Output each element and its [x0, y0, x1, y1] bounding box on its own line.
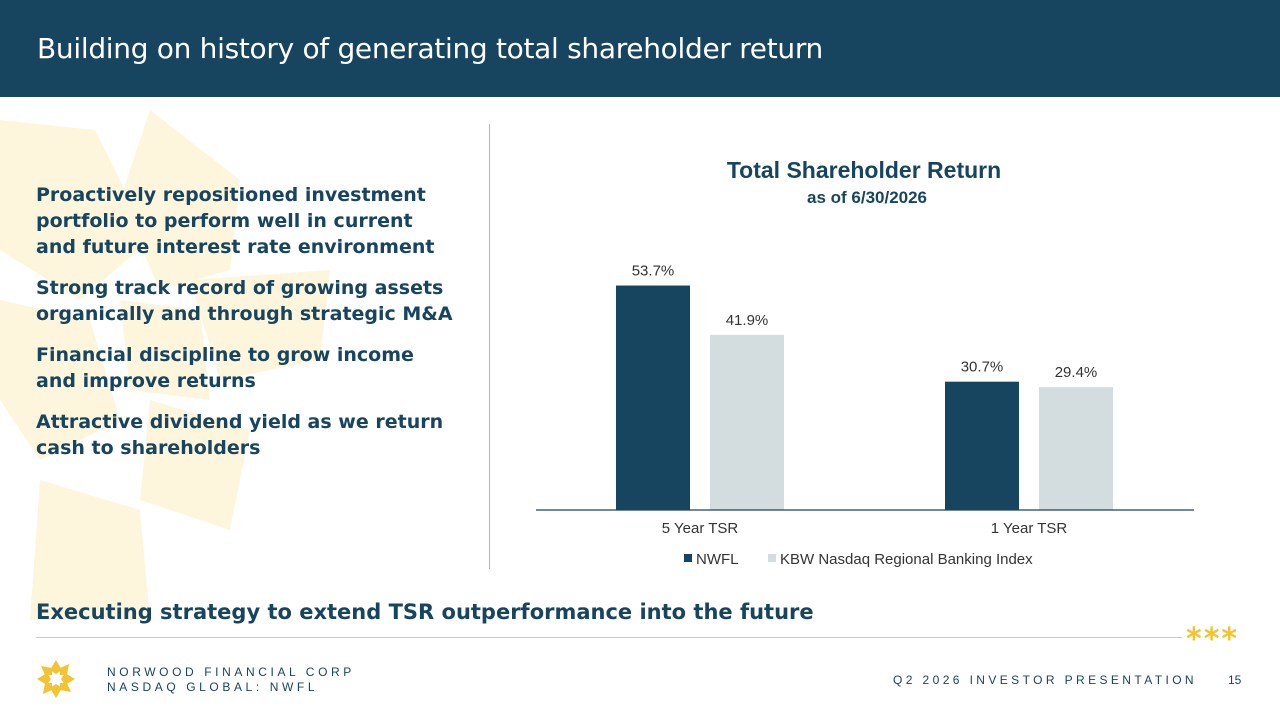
data-label: 29.4%	[1055, 364, 1098, 381]
page-number: 15	[1228, 673, 1242, 687]
background-logo-mark	[0, 110, 330, 620]
legend-swatch	[684, 554, 692, 562]
x-tick-label: 5 Year TSR	[662, 520, 739, 537]
data-label: 53.7%	[632, 263, 675, 280]
bar-nwfl	[945, 381, 1019, 510]
gold-divider-line	[36, 637, 1182, 638]
chart-title: Total Shareholder Return	[727, 157, 1001, 183]
bar-nwfl	[616, 285, 690, 510]
company-ticker: NASDAQ GLOBAL: NWFL	[107, 680, 319, 694]
company-logo-icon	[37, 660, 75, 698]
legend-label: KBW Nasdaq Regional Banking Index	[780, 551, 1033, 568]
company-name: NORWOOD FINANCIAL CORP	[107, 665, 355, 679]
x-tick-label: 1 Year TSR	[991, 520, 1068, 537]
bars-layer: 53.7% 41.9% 5 Year TSR 30.7% 29.4% 1 Year TSR	[616, 263, 1113, 537]
strategy-tagline: Executing strategy to extend TSR outperf…	[36, 600, 814, 624]
legend-swatch	[768, 554, 776, 562]
chart-legend: NWFL KBW Nasdaq Regional Banking Index	[684, 551, 1033, 568]
legend-label: NWFL	[696, 551, 739, 568]
header-bar: Building on history of generating total …	[0, 0, 1280, 97]
data-label: 41.9%	[726, 312, 769, 329]
vertical-divider	[489, 124, 490, 569]
bullet-item: Financial discipline to grow income and …	[36, 344, 414, 392]
data-label: 30.7%	[961, 359, 1004, 376]
tsr-bar-chart: Total Shareholder Return as of 6/30/2026…	[536, 157, 1194, 568]
bullet-item: Proactively repositioned investment port…	[36, 184, 435, 258]
presentation-label: Q2 2026 INVESTOR PRESENTATION	[893, 673, 1197, 687]
bullet-item: Attractive dividend yield as we return c…	[36, 411, 444, 459]
bar-kbw-nasdaq-regional-banking-index	[710, 334, 784, 510]
bullet-item: Strong track record of growing assets or…	[36, 277, 453, 325]
company-info: NORWOOD FINANCIAL CORP NASDAQ GLOBAL: NW…	[107, 665, 355, 695]
page-title: Building on history of generating total …	[37, 32, 824, 65]
stars-decoration: ***	[1186, 622, 1240, 657]
chart-subtitle: as of 6/30/2026	[807, 188, 927, 207]
bullet-list: Proactively repositioned investment port…	[36, 182, 456, 476]
bar-kbw-nasdaq-regional-banking-index	[1039, 387, 1113, 510]
